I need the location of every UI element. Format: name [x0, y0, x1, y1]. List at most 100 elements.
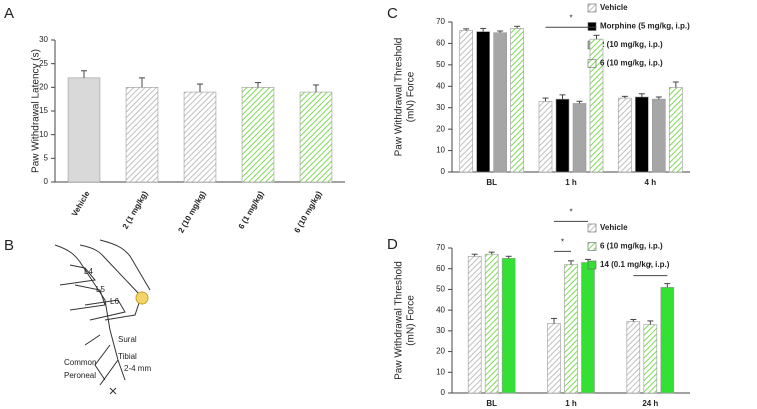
panel-letter: B — [4, 237, 14, 254]
y-tick-label: 70 — [436, 17, 445, 26]
bar — [467, 255, 482, 394]
y-tick-label: 40 — [436, 81, 445, 90]
y-tick-label: 25 — [39, 59, 48, 68]
bar — [555, 98, 570, 173]
diagram-label: L4 — [84, 267, 93, 276]
diagram-label: L5 — [96, 285, 105, 294]
legend-swatch — [587, 3, 597, 13]
legend-label: Vehicle — [600, 223, 628, 232]
y-tick-label: 0 — [441, 388, 446, 397]
panel-letter: C — [387, 5, 398, 22]
legend-swatch — [587, 223, 597, 233]
bar — [660, 287, 675, 394]
bar — [669, 87, 683, 173]
y-tick-label: 5 — [44, 153, 49, 162]
legend-swatch — [587, 242, 597, 251]
y-tick-label: 40 — [436, 305, 445, 314]
x-tick-label: 6 (1 mg/kg) — [237, 189, 266, 230]
y-axis-title: (mN) Force — [406, 71, 417, 122]
y-tick-label: 30 — [39, 35, 48, 44]
legend-label: 6 (10 mg/kg, i.p.) — [600, 242, 663, 251]
bar — [581, 262, 595, 394]
y-axis-title: Paw Withdrawal Threshold — [394, 261, 405, 380]
panel-letter: A — [4, 5, 14, 22]
bar — [125, 87, 159, 183]
y-tick-label: 60 — [436, 264, 445, 273]
x-tick-label: BL — [486, 399, 497, 408]
legend-swatch — [587, 59, 597, 68]
bar — [484, 253, 499, 394]
x-tick-label: 24 h — [642, 399, 658, 408]
nerve — [99, 239, 151, 291]
x-tick-label: 4 h — [645, 178, 657, 187]
y-tick-label: 20 — [436, 124, 445, 133]
ganglion — [135, 291, 149, 305]
nerve — [54, 244, 126, 381]
diagram-label: Sural — [118, 335, 137, 344]
significance-label: * — [569, 208, 572, 217]
diagram-label: Common — [64, 358, 96, 367]
bar — [626, 321, 641, 394]
y-tick-label: 30 — [436, 326, 445, 335]
bar — [501, 258, 516, 394]
bar — [547, 323, 561, 394]
y-axis-title: Paw Withdrawal Threshold — [394, 38, 405, 157]
bar — [635, 96, 649, 173]
bar — [564, 264, 578, 394]
y-axis-title: (mN) Force — [406, 295, 417, 346]
y-axis-title: Paw Withdrawal Latency (s) — [31, 49, 42, 173]
significance-label: * — [649, 262, 652, 271]
x-tick-label: 2 (1 mg/kg) — [121, 189, 150, 230]
y-tick-label: 70 — [436, 243, 445, 252]
y-tick-label: 15 — [39, 106, 48, 115]
y-tick-label: 10 — [436, 146, 445, 155]
x-tick-label: 1 h — [565, 399, 577, 408]
significance-label: * — [569, 13, 572, 22]
nerve — [79, 244, 141, 296]
bar — [572, 103, 587, 173]
diagram-label: L6 — [110, 297, 119, 306]
legend-swatch — [587, 22, 597, 31]
bar — [493, 32, 507, 173]
bar — [183, 91, 217, 183]
y-tick-label: 30 — [436, 103, 445, 112]
y-tick-label: 50 — [436, 285, 445, 294]
y-tick-label: 10 — [436, 367, 445, 376]
x-tick-label: 2 (10 mg/kg) — [176, 189, 207, 234]
y-tick-label: 60 — [436, 39, 445, 48]
bar — [510, 28, 524, 173]
x-tick-label: 1 h — [565, 178, 577, 187]
y-tick-label: 50 — [436, 60, 445, 69]
nerve-branches — [84, 334, 119, 386]
diagram — [54, 239, 151, 395]
bar — [241, 87, 275, 183]
diagram-label: Tibial — [118, 352, 137, 361]
legend-swatch — [587, 260, 597, 270]
y-tick-label: 10 — [39, 130, 48, 139]
y-tick-label: 20 — [39, 82, 48, 91]
bar — [299, 91, 333, 183]
diagram-label: 2-4 mm — [124, 364, 151, 373]
nerve-branches — [59, 264, 141, 321]
x-tick-label: BL — [486, 178, 497, 187]
y-tick-label: 0 — [441, 167, 446, 176]
cut-mark — [109, 387, 117, 395]
bar — [652, 98, 666, 173]
significance-label: * — [561, 238, 564, 247]
bar — [459, 30, 473, 173]
legend-label: 14 (0.1 mg/kg, i.p.) — [600, 260, 670, 269]
bar — [67, 77, 101, 183]
legend-label: 6 (10 mg/kg, i.p.) — [600, 59, 663, 68]
bar — [538, 100, 553, 173]
x-tick-label: 6 (10 mg/kg) — [292, 189, 323, 234]
legend-label: Vehicle — [600, 3, 628, 12]
panel-letter: D — [387, 236, 398, 253]
bar — [476, 31, 490, 173]
legend-label: Morphine (5 mg/kg, i.p.) — [600, 22, 690, 31]
diagram-label: Peroneal — [64, 371, 96, 380]
legend-label: 2 (10 mg/kg, i.p.) — [600, 40, 663, 49]
bar — [618, 97, 632, 173]
y-tick-label: 20 — [436, 347, 445, 356]
y-tick-label: 0 — [44, 177, 49, 186]
